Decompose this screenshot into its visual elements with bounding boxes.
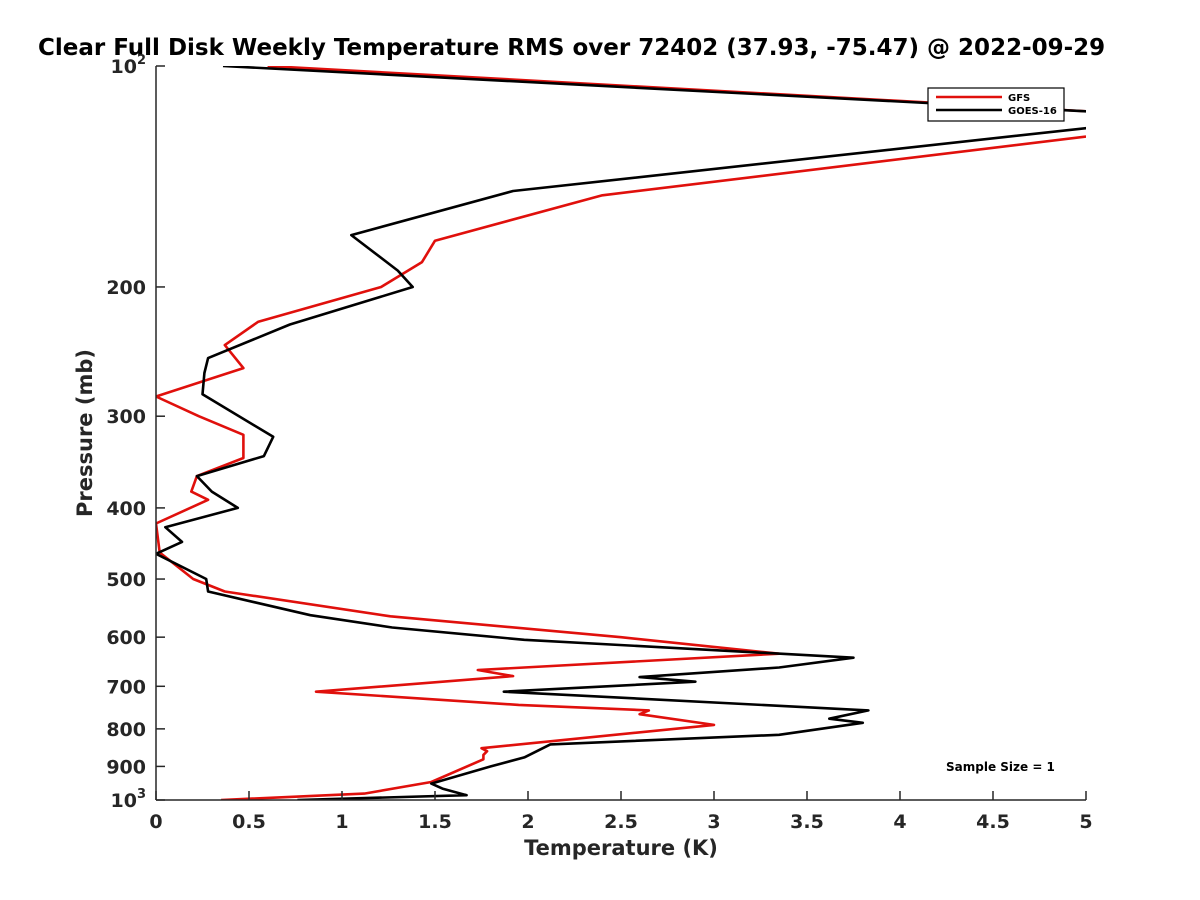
series-line-goes-16: [156, 66, 1086, 800]
x-tick-label: 2.5: [604, 811, 638, 833]
x-tick-label: 4.5: [976, 811, 1010, 833]
y-tick-label: 200: [106, 277, 146, 299]
x-tick-label: 3: [707, 811, 720, 833]
y-tick-label: 103: [111, 787, 147, 812]
series-line-gfs: [156, 66, 1086, 800]
legend-box: [927, 87, 1065, 122]
chart-title: Clear Full Disk Weekly Temperature RMS o…: [38, 35, 1105, 61]
y-axis-label: Pressure (mb): [73, 349, 97, 517]
y-tick-label: 600: [106, 627, 146, 649]
y-tick-label: 500: [106, 569, 146, 591]
legend-label-gfs: GFS: [1008, 93, 1030, 104]
x-tick-label: 4: [893, 811, 906, 833]
y-tick-label: 102: [111, 53, 147, 78]
y-tick-label: 300: [106, 406, 146, 428]
y-tick-label: 900: [106, 756, 146, 778]
legend-label-goes-16: GOES-16: [1008, 106, 1057, 117]
x-tick-label: 1.5: [418, 811, 452, 833]
legend: GFS GOES-16: [927, 87, 1065, 122]
y-tick-label: 800: [106, 719, 146, 741]
y-tick-label: 700: [106, 676, 146, 698]
x-tick-label: 2: [521, 811, 534, 833]
tick-layer: 0 0.5 1 1.5 2 2.5 3 3.5 4 4.5 5 102 200 300 400 500 600 7…: [106, 53, 1092, 833]
x-tick-label: 3.5: [790, 811, 824, 833]
x-tick-label: 0.5: [232, 811, 266, 833]
series-layer: [156, 66, 1086, 800]
x-axis-label: Temperature (K): [524, 836, 718, 860]
y-tick-label: 400: [106, 498, 146, 520]
x-tick-label: 1: [335, 811, 348, 833]
axis-layer: [155, 66, 1086, 801]
sample-size-annotation: Sample Size = 1: [946, 760, 1055, 774]
x-tick-label: 5: [1079, 811, 1092, 833]
x-tick-label: 0: [149, 811, 162, 833]
